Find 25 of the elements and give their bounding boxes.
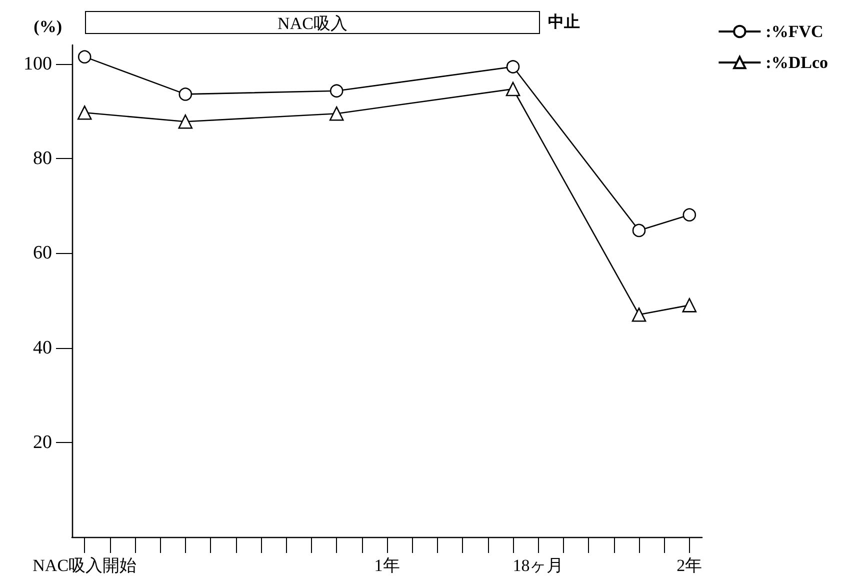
legend-label: :%DLco bbox=[766, 53, 828, 72]
y-axis-title: (%) bbox=[34, 17, 62, 36]
point bbox=[682, 208, 696, 222]
y-tick-label: 40 bbox=[33, 337, 52, 358]
x-tick-label: 18ヶ月 bbox=[512, 556, 564, 575]
point bbox=[178, 114, 193, 129]
y-tick-label: 80 bbox=[33, 148, 52, 170]
point bbox=[506, 82, 520, 96]
point bbox=[78, 50, 92, 64]
x-tick-label: 2年 bbox=[676, 556, 702, 575]
x-tick-label: 1年 bbox=[374, 556, 400, 575]
x-tick-label: NAC吸入開始 bbox=[32, 556, 137, 575]
y-tick-label: 100 bbox=[24, 53, 52, 74]
y-tick-label: 60 bbox=[33, 242, 52, 264]
point bbox=[632, 224, 646, 238]
point bbox=[178, 88, 192, 101]
text: 中止 bbox=[548, 12, 580, 33]
point bbox=[506, 60, 520, 74]
legend-label: :%FVC bbox=[766, 22, 824, 41]
point bbox=[329, 106, 344, 121]
point bbox=[682, 298, 697, 312]
point bbox=[330, 84, 344, 98]
point bbox=[77, 106, 92, 120]
point bbox=[632, 308, 646, 322]
y-tick-label: 20 bbox=[33, 432, 52, 453]
